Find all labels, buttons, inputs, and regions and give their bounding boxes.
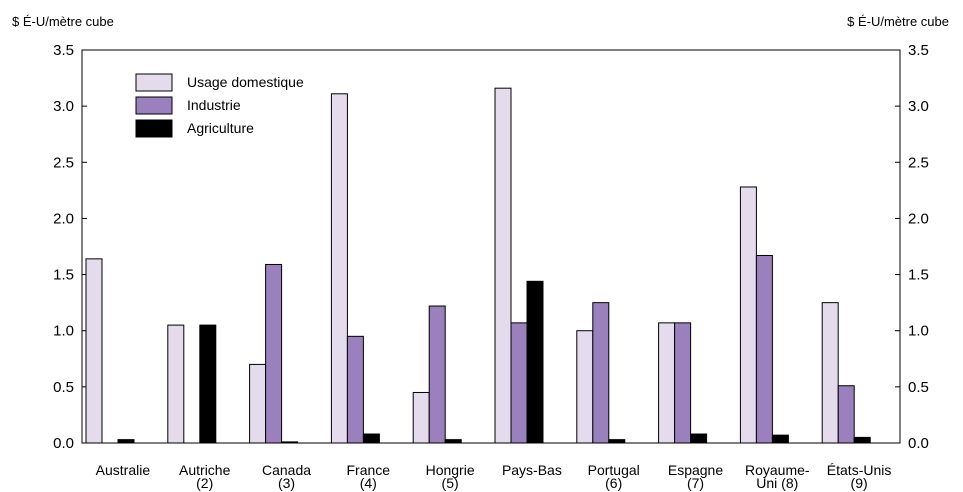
y-axis-unit-right: $ É-U/mètre cube xyxy=(847,14,949,29)
x-tick-label: (2) xyxy=(196,475,213,491)
y-tick-label-right: 3.5 xyxy=(908,42,929,59)
bar-agriculture xyxy=(281,441,299,444)
bar-industrie xyxy=(837,385,855,444)
bar-agriculture xyxy=(362,433,380,444)
y-tick-label-right: 3.0 xyxy=(908,98,929,115)
y-tick-label-right: 2.0 xyxy=(908,210,929,227)
x-tick-label: France xyxy=(347,462,391,478)
bar-industrie xyxy=(674,322,692,444)
bar-agriculture xyxy=(853,436,871,444)
x-tick-label: (4) xyxy=(360,475,377,491)
bar-industrie xyxy=(428,305,446,444)
bar-industrie xyxy=(510,322,528,444)
bar-usage-domestique xyxy=(494,87,512,444)
bar-usage-domestique xyxy=(412,391,430,444)
bar-industrie xyxy=(755,254,773,444)
x-tick-label: Canada xyxy=(262,462,311,478)
bar-agriculture xyxy=(690,433,708,444)
y-tick-label-left: 3.5 xyxy=(53,42,74,59)
bar-usage-domestique xyxy=(658,322,676,444)
y-tick-label-left: 3.0 xyxy=(53,98,74,115)
x-tick-label: Hongrie xyxy=(426,462,475,478)
x-tick-label: États-Unis xyxy=(827,462,892,478)
legend-swatch xyxy=(135,73,173,92)
bar-agriculture xyxy=(199,324,217,444)
y-tick-label-left: 0.0 xyxy=(53,435,74,452)
bar-agriculture xyxy=(117,439,135,444)
bar-industrie xyxy=(265,263,283,444)
y-axis-unit-left: $ É-U/mètre cube xyxy=(12,14,114,29)
legend-swatch xyxy=(135,119,173,138)
y-tick-label-right: 0.5 xyxy=(908,379,929,396)
y-tick-label-left: 1.5 xyxy=(53,267,74,284)
x-tick-label: Royaume- xyxy=(745,462,810,478)
bar-usage-domestique xyxy=(821,302,839,444)
bar-agriculture xyxy=(771,434,789,444)
legend-label: Usage domestique xyxy=(187,74,304,90)
y-tick-label-right: 1.0 xyxy=(908,323,929,340)
x-tick-label: Pays-Bas xyxy=(502,462,562,478)
bar-usage-domestique xyxy=(249,363,267,444)
bar-agriculture xyxy=(608,439,626,444)
x-tick-label: Espagne xyxy=(668,462,723,478)
bar-usage-domestique xyxy=(739,186,757,444)
bar-agriculture xyxy=(526,280,544,444)
bar-usage-domestique xyxy=(576,330,594,444)
y-tick-label-right: 2.5 xyxy=(908,154,929,171)
y-tick-label-right: 0.0 xyxy=(908,435,929,452)
y-tick-label-left: 0.5 xyxy=(53,379,74,396)
bar-industrie xyxy=(592,302,610,444)
x-tick-label: (3) xyxy=(278,475,295,491)
y-tick-label-left: 1.0 xyxy=(53,323,74,340)
x-tick-label: (7) xyxy=(687,475,704,491)
bar-usage-domestique xyxy=(330,93,348,444)
x-tick-label: (9) xyxy=(851,475,868,491)
x-tick-label: Australie xyxy=(96,462,151,478)
legend-label: Industrie xyxy=(187,97,241,113)
y-tick-label-left: 2.0 xyxy=(53,210,74,227)
x-tick-label: Uni (8) xyxy=(756,475,798,491)
legend-label: Agriculture xyxy=(187,120,254,136)
y-tick-label-left: 2.5 xyxy=(53,154,74,171)
bar-agriculture xyxy=(444,439,462,444)
x-tick-label: Portugal xyxy=(588,462,640,478)
bar-usage-domestique xyxy=(85,258,103,444)
bar-industrie xyxy=(346,335,364,444)
bar-usage-domestique xyxy=(167,324,185,444)
plot-frame xyxy=(81,49,901,444)
legend-swatch xyxy=(135,96,173,115)
x-tick-label: (5) xyxy=(442,475,459,491)
y-tick-label-right: 1.5 xyxy=(908,267,929,284)
x-tick-label: (6) xyxy=(605,475,622,491)
x-tick-label: Autriche xyxy=(179,462,231,478)
